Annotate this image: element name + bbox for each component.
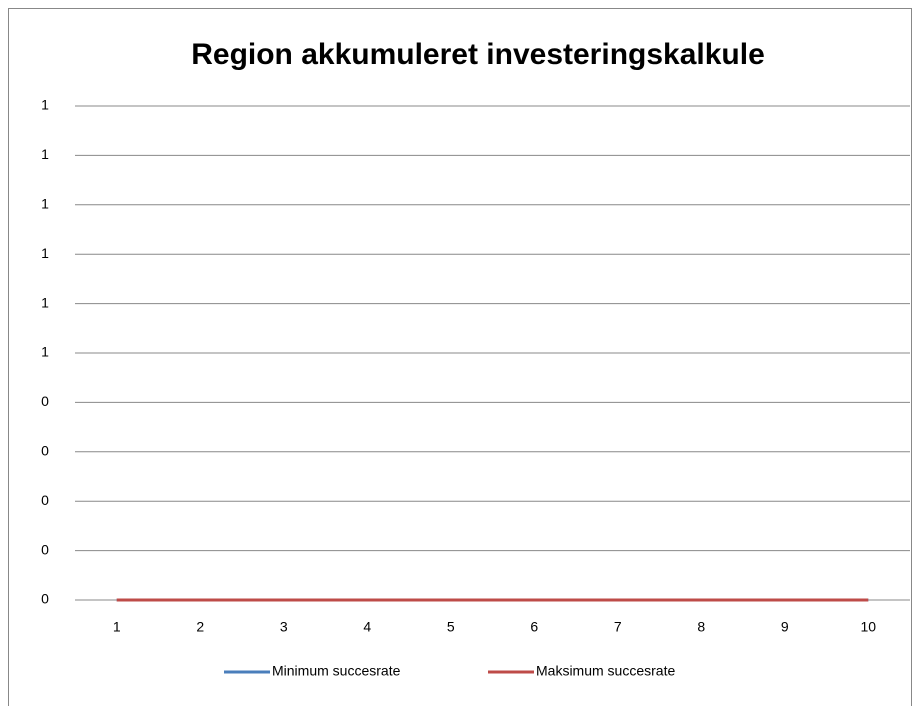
y-tick-label: 0	[41, 591, 49, 607]
x-tick-label: 1	[113, 619, 121, 635]
y-tick-label: 0	[41, 541, 49, 557]
x-tick-label: 4	[363, 619, 371, 635]
legend-label: Minimum succesrate	[272, 663, 401, 679]
y-tick-label: 1	[41, 344, 49, 360]
y-tick-label: 1	[41, 146, 49, 162]
y-tick-label: 1	[41, 196, 49, 212]
legend-label: Maksimum succesrate	[536, 663, 675, 679]
x-tick-label: 9	[781, 619, 789, 635]
x-tick-label: 2	[196, 619, 204, 635]
x-tick-label: 10	[860, 619, 876, 635]
y-tick-label: 0	[41, 443, 49, 459]
x-tick-label: 7	[614, 619, 622, 635]
chart-frame	[8, 8, 912, 706]
y-tick-label: 0	[41, 393, 49, 409]
chart-title: Region akkumuleret investeringskalkule	[191, 38, 765, 71]
y-tick-label: 1	[41, 294, 49, 310]
y-tick-label: 0	[41, 492, 49, 508]
y-tick-label: 1	[41, 97, 49, 113]
x-tick-label: 6	[530, 619, 538, 635]
x-tick-label: 3	[280, 619, 288, 635]
x-tick-label: 8	[697, 619, 705, 635]
x-tick-label: 5	[447, 619, 455, 635]
y-tick-label: 1	[41, 245, 49, 261]
